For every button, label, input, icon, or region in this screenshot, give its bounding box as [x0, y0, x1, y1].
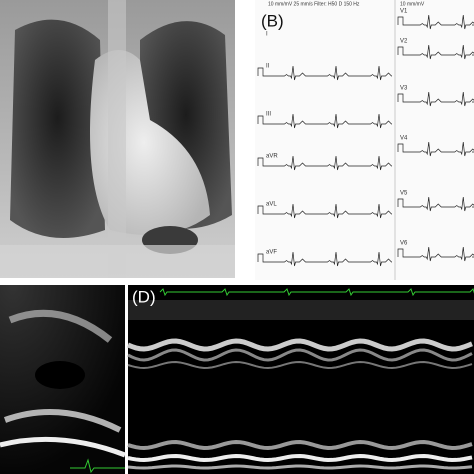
lead-label: II — [266, 64, 270, 70]
lead-label: V2 — [400, 39, 408, 45]
ecg-trace — [397, 44, 474, 60]
ecg-trace — [257, 155, 392, 171]
mmode-line — [127, 348, 473, 362]
ecg-trace — [397, 196, 474, 212]
echo-panel — [0, 285, 126, 474]
mmode-line — [127, 338, 473, 352]
ecg-trace — [257, 203, 392, 219]
ecg-trace — [397, 91, 474, 107]
xray-panel — [0, 0, 235, 278]
lead-label: aVF — [266, 250, 277, 256]
ecg-trace — [257, 113, 392, 129]
lead-label: aVR — [266, 154, 278, 160]
ecg-header-right: 10 mm/mV — [400, 1, 425, 7]
mmode-line — [127, 464, 473, 470]
lead-label: V6 — [400, 241, 408, 247]
mmode-panel: (D) — [127, 285, 474, 474]
ecg-trace — [397, 14, 474, 30]
lead-label: V5 — [400, 191, 408, 197]
lead-label: aVL — [266, 202, 277, 208]
mmode-line — [127, 454, 473, 462]
mmode-ecg — [159, 288, 474, 297]
lead-label: III — [266, 112, 271, 118]
ecg-trace — [397, 141, 474, 157]
lead-label: V1 — [400, 9, 408, 15]
panel-label: (D) — [132, 287, 156, 306]
ecg-panel: 10 mm/mV 25 mm/s Filter: H50 D 150 Hz 10… — [255, 0, 474, 280]
panel-label: (B) — [261, 11, 284, 30]
lead-label: V3 — [400, 86, 408, 92]
mmode-line — [127, 440, 473, 450]
ecg-header: 10 mm/mV 25 mm/s Filter: H50 D 150 Hz — [268, 1, 360, 7]
ecg-trace — [257, 65, 392, 81]
ecg-trace — [257, 251, 392, 267]
lead-label: I — [266, 32, 268, 38]
ecg-trace — [397, 246, 474, 262]
lead-label: V4 — [400, 136, 408, 142]
mmode-line — [127, 361, 473, 369]
